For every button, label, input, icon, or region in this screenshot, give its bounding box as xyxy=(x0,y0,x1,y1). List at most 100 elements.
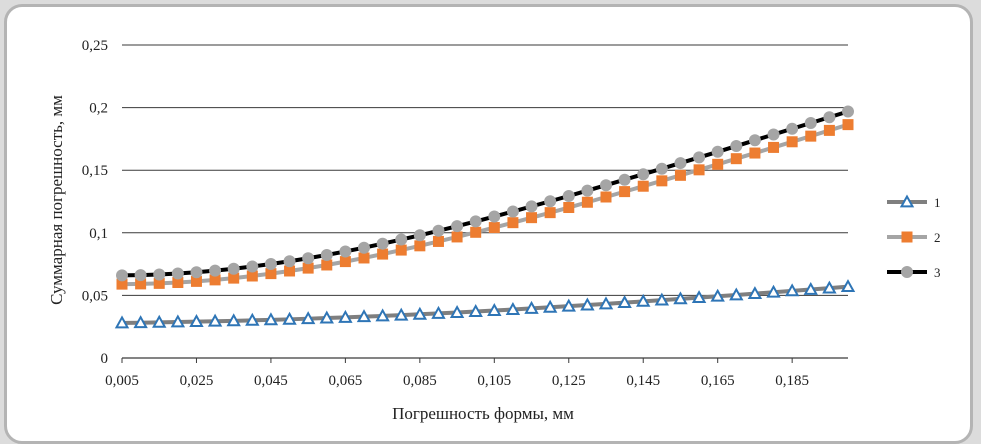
data-point xyxy=(693,164,705,176)
axis-layer: 0 0,05 0,1 0,15 0,2 0,25 0,005 0,025 0,045 0,065 0… xyxy=(82,38,848,389)
data-point xyxy=(710,288,725,302)
series-2 xyxy=(116,119,854,290)
x-tick-label: 0,065 xyxy=(329,373,363,389)
legend-label: 2 xyxy=(934,230,941,245)
x-tick-label: 0,125 xyxy=(552,373,586,389)
data-point xyxy=(803,281,818,295)
x-tick-label: 0,165 xyxy=(701,373,735,389)
data-point xyxy=(152,314,167,328)
x-tick-label: 0,105 xyxy=(477,373,511,389)
y-tick-label: 0 xyxy=(101,351,109,367)
data-point xyxy=(283,255,296,268)
legend-layer: 1 2 3 xyxy=(887,194,941,280)
data-point xyxy=(246,260,259,273)
data-point xyxy=(505,301,521,315)
data-point xyxy=(617,295,632,309)
series-layer xyxy=(114,105,856,329)
data-point xyxy=(526,212,538,224)
data-point xyxy=(449,304,465,318)
x-tick-label: 0,185 xyxy=(775,373,809,389)
data-point xyxy=(506,205,519,218)
legend-marker xyxy=(899,194,915,208)
series-line-1 xyxy=(121,284,849,325)
x-tick-label: 0,145 xyxy=(626,373,660,389)
data-point xyxy=(749,147,761,159)
y-tick-label: 0,2 xyxy=(89,101,108,117)
data-point xyxy=(542,299,558,313)
data-point xyxy=(265,268,277,280)
data-point xyxy=(524,300,539,314)
data-point xyxy=(358,252,370,264)
data-point xyxy=(282,311,297,325)
data-point xyxy=(747,286,763,300)
data-point xyxy=(507,217,519,229)
legend-marker xyxy=(901,266,913,278)
data-point xyxy=(153,268,166,281)
data-point xyxy=(768,141,780,153)
data-point xyxy=(618,173,631,186)
y-axis-title: Суммарная погрешность, мм xyxy=(47,95,66,305)
data-point xyxy=(619,186,631,198)
data-point xyxy=(840,279,856,293)
data-point xyxy=(226,313,241,327)
data-point xyxy=(487,302,502,316)
y-tick-label: 0,15 xyxy=(82,163,108,179)
data-point xyxy=(190,266,203,279)
data-point xyxy=(394,307,409,321)
data-point xyxy=(730,153,742,165)
data-point xyxy=(412,306,428,320)
data-point xyxy=(600,179,612,192)
data-point xyxy=(395,233,408,246)
data-point xyxy=(804,116,817,129)
series-line-2 xyxy=(121,122,849,287)
data-point xyxy=(637,180,649,192)
data-point xyxy=(581,184,594,197)
data-point xyxy=(784,283,800,297)
data-point xyxy=(655,162,668,175)
data-point xyxy=(823,124,835,136)
data-point xyxy=(414,240,426,252)
data-point xyxy=(116,269,128,282)
data-point xyxy=(711,145,724,158)
data-point xyxy=(654,292,670,306)
data-point xyxy=(525,200,538,213)
series-line-3 xyxy=(121,109,849,278)
data-point xyxy=(581,196,593,208)
data-point xyxy=(598,296,614,310)
data-point xyxy=(488,222,500,234)
legend-label: 1 xyxy=(934,195,941,210)
data-point xyxy=(488,210,501,223)
y-tick-label: 0,05 xyxy=(82,288,108,304)
y-tick-label: 0,25 xyxy=(82,38,108,54)
data-point xyxy=(207,313,223,327)
data-point xyxy=(842,105,854,118)
data-point xyxy=(339,256,351,268)
data-point xyxy=(263,312,279,326)
data-point xyxy=(395,244,407,256)
x-axis-title: Погрешность формы, мм xyxy=(392,404,574,423)
data-point xyxy=(636,293,651,307)
data-point xyxy=(562,189,575,202)
chart-frame xyxy=(4,4,973,444)
data-point xyxy=(321,259,333,271)
data-point xyxy=(786,136,798,148)
x-tick-label: 0,025 xyxy=(180,373,214,389)
data-point xyxy=(822,280,837,294)
data-point xyxy=(748,134,761,147)
data-point xyxy=(561,298,576,312)
data-point xyxy=(730,140,743,153)
data-point xyxy=(842,119,854,131)
legend-item-3: 3 xyxy=(887,265,941,280)
data-point xyxy=(358,241,370,254)
data-point xyxy=(767,128,780,141)
data-point xyxy=(300,311,316,325)
data-point xyxy=(376,237,389,250)
data-point xyxy=(712,158,724,170)
data-point xyxy=(320,248,333,261)
data-point xyxy=(580,297,595,311)
data-point xyxy=(673,291,688,305)
data-point xyxy=(600,191,612,203)
data-point xyxy=(563,202,575,214)
data-point xyxy=(786,122,799,135)
data-point xyxy=(227,262,240,275)
